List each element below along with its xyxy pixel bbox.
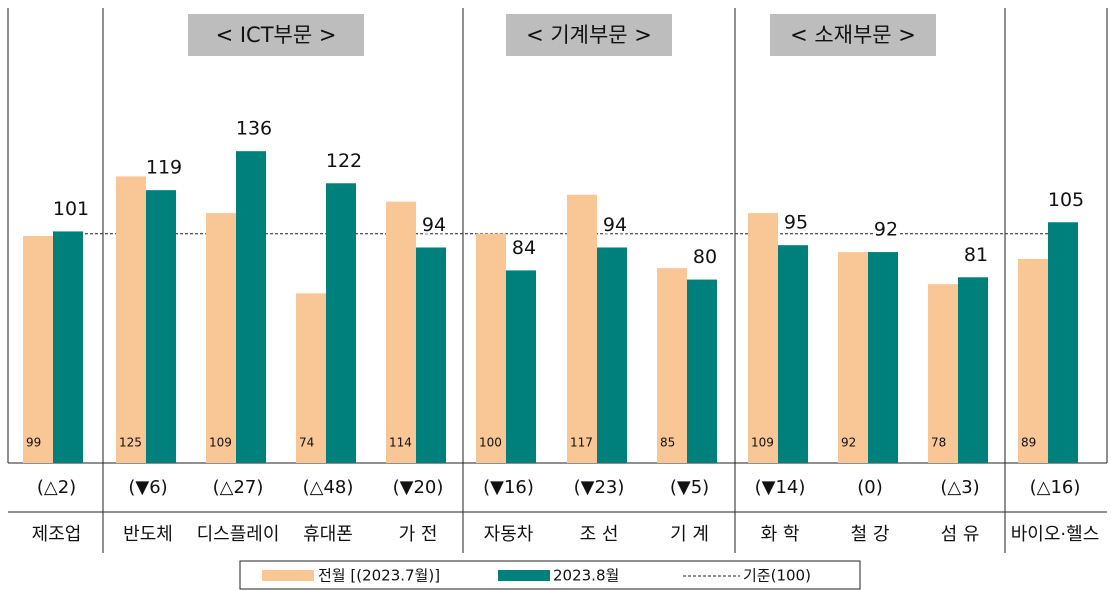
x-tick-label: 기 계 (670, 524, 709, 545)
change-label: (△2) (37, 477, 76, 498)
value-label: 99 (26, 436, 41, 450)
value-label: 105 (1048, 189, 1084, 211)
x-tick-label: 디스플레이 (197, 524, 280, 545)
section-title: < 소재부문 > (790, 23, 916, 47)
bar (476, 233, 506, 463)
change-label: (△48) (303, 477, 354, 498)
value-label: 101 (53, 198, 89, 220)
value-label: 74 (299, 436, 314, 450)
bar (326, 183, 356, 463)
value-label: 80 (693, 246, 717, 268)
x-tick-label: 철 강 (851, 524, 890, 545)
bar (506, 270, 536, 463)
value-label: 94 (422, 214, 446, 236)
value-label: 92 (874, 219, 898, 241)
bar (687, 279, 717, 463)
bar (386, 201, 416, 463)
section-title: < 기계부문 > (526, 23, 652, 47)
value-label: 95 (784, 212, 808, 234)
section-box (188, 14, 364, 56)
bar (958, 277, 988, 463)
value-label: 84 (512, 237, 536, 259)
value-label: 125 (119, 436, 142, 450)
bar (296, 293, 326, 463)
x-tick-label: 반도체 (123, 524, 173, 545)
bar (1018, 258, 1048, 463)
frame (7, 8, 1108, 553)
bar (1048, 222, 1078, 463)
bar (868, 252, 898, 463)
section-box (506, 14, 672, 56)
value-label: 100 (479, 436, 502, 450)
value-label: 109 (209, 436, 232, 450)
value-label: 117 (570, 436, 593, 450)
legend-swatch (262, 570, 314, 581)
change-label: (△16) (1030, 477, 1081, 498)
change-label: (▼6) (128, 477, 167, 498)
bar (416, 247, 446, 463)
legend-label: 전월 [(2023.7월)] (318, 567, 440, 585)
change-label: (▼5) (670, 477, 709, 498)
value-label: 92 (841, 436, 856, 450)
bar (928, 284, 958, 463)
section-box (770, 14, 936, 56)
value-label: 81 (964, 244, 988, 266)
x-tick-label: 바이오·헬스 (1011, 524, 1100, 545)
x-tick-label: 화 학 (761, 524, 800, 545)
value-label: 122 (326, 150, 362, 172)
x-tick-label: 제조업 (32, 524, 82, 545)
bar (567, 194, 597, 463)
change-label: (▼16) (483, 477, 534, 498)
value-label: 89 (1021, 436, 1036, 450)
legend-label: 2023.8월 (553, 567, 619, 585)
change-label: (▼20) (393, 477, 444, 498)
x-tick-label: 가 전 (399, 524, 438, 545)
value-label: 119 (146, 157, 182, 179)
bar (778, 245, 808, 463)
bar (116, 176, 146, 463)
bar (146, 190, 176, 463)
bar (23, 236, 53, 463)
bar (748, 213, 778, 463)
change-label: (▼23) (574, 477, 625, 498)
bar (53, 231, 83, 463)
bar (206, 213, 236, 463)
x-tick-label: 자동차 (484, 524, 534, 545)
bar (657, 268, 687, 463)
change-label: (▼14) (755, 477, 806, 498)
change-label: (△27) (213, 477, 264, 498)
legend-label: 기준(100) (743, 567, 811, 585)
change-label: (0) (857, 477, 883, 498)
value-label: 136 (236, 118, 272, 140)
value-label: 114 (389, 436, 412, 450)
change-label: (△3) (940, 477, 979, 498)
legend-swatch (498, 570, 550, 581)
value-label: 85 (660, 436, 675, 450)
bar (597, 247, 627, 463)
section-title: < ICT부문 > (216, 23, 337, 47)
x-tick-label: 조 선 (580, 524, 619, 545)
bar (838, 252, 868, 463)
value-label: 78 (931, 436, 946, 450)
bar (236, 151, 266, 463)
value-label: 94 (603, 214, 627, 236)
x-tick-label: 휴대폰 (303, 524, 353, 545)
value-label: 109 (751, 436, 774, 450)
x-tick-label: 섬 유 (941, 524, 980, 545)
